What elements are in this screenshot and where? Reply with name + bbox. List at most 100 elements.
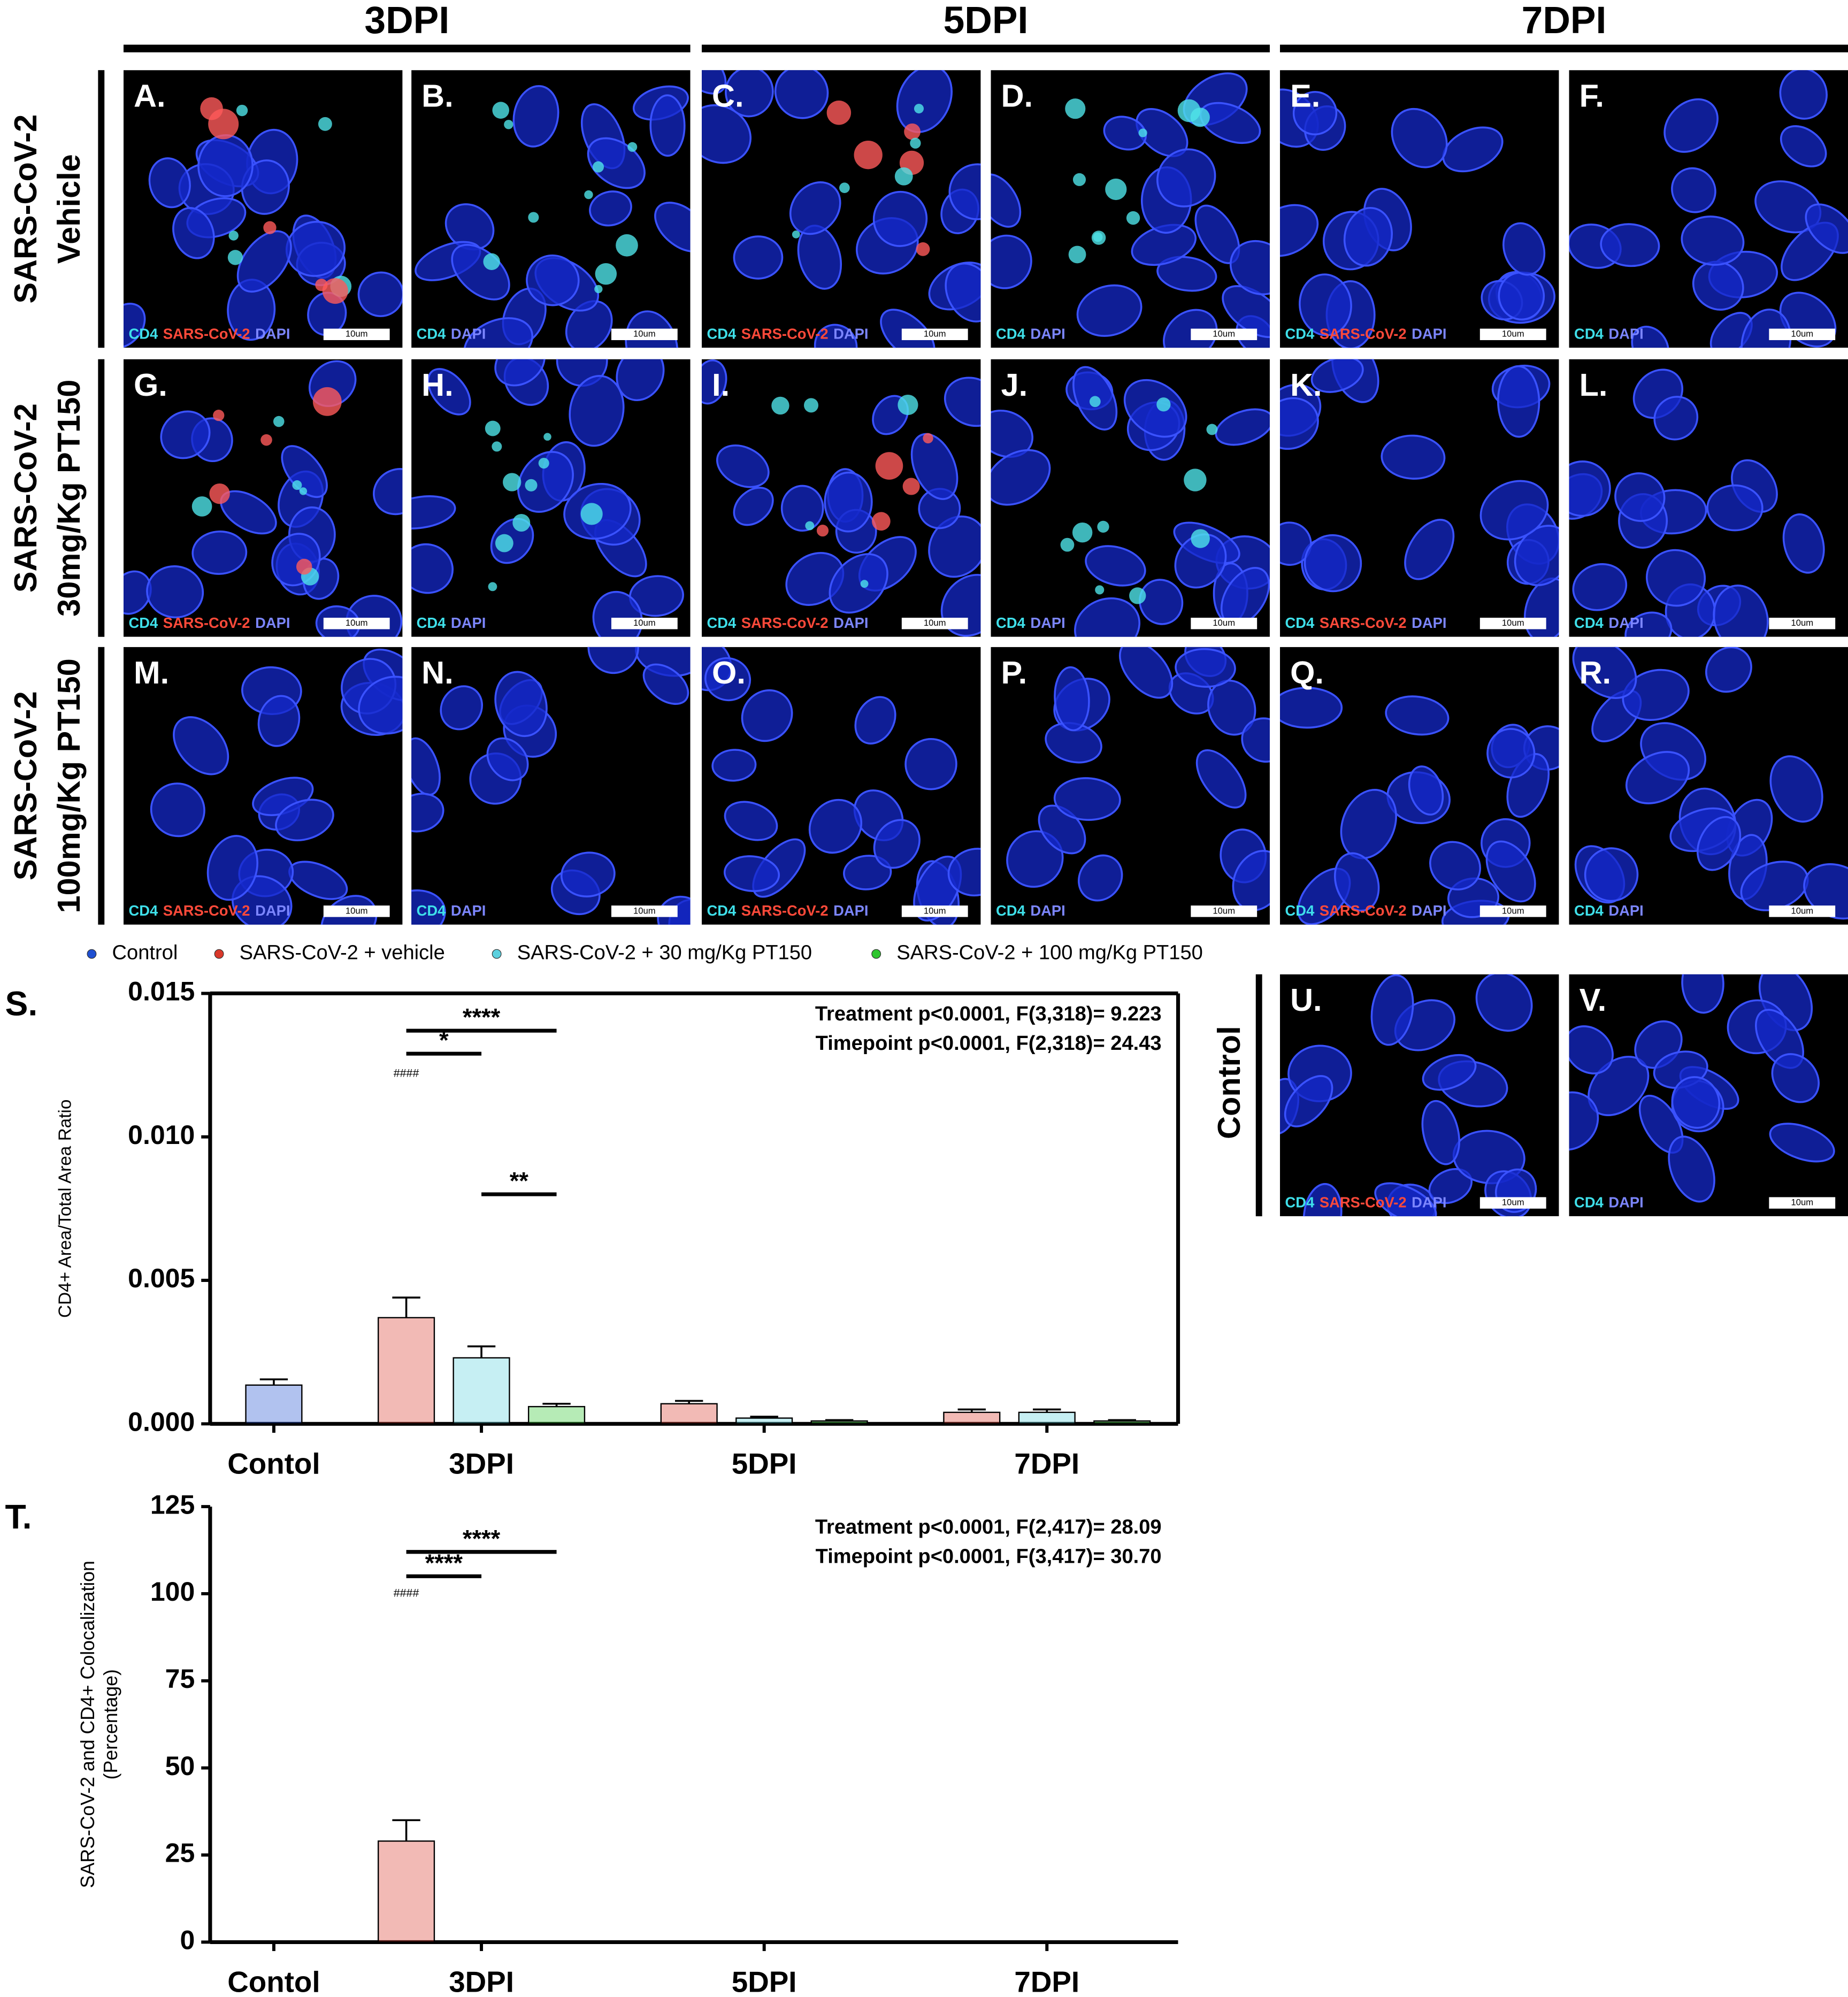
channel-label: CD4 DAPI [996,615,1065,631]
legend-marker [492,949,502,959]
channel-name: SARS-CoV-2 [163,902,250,919]
error-bar [825,1419,854,1422]
channel-name: DAPI [1412,615,1446,631]
channel-name: DAPI [255,615,290,631]
panel-letter: R. [1579,655,1612,690]
panel-letter: J. [1001,367,1028,403]
bar [943,1411,1001,1425]
error-bar [467,1345,496,1358]
micrograph [411,647,691,925]
channel-label: CD4 DAPI [996,326,1065,342]
scale-bar-label: 10um [1502,905,1524,916]
channel-label: CD4 SARS-CoV-2 DAPI [1285,615,1447,631]
channel-label: CD4 SARS-CoV-2 DAPI [128,326,290,342]
error-bar [392,1819,420,1841]
y-tick-label: 75 [165,1664,195,1694]
y-tick-label: 125 [150,1489,195,1519]
row-rule [98,647,105,925]
row-label: SARS-CoV-2 [7,114,43,304]
scale-bar-label: 10um [633,618,656,628]
scale-bar-label: 10um [924,329,946,339]
column-header: 7DPI [1522,0,1607,42]
channel-name: CD4 [417,902,447,919]
scale-bar [1191,328,1257,340]
row-label: SARS-CoV-2 [7,403,43,593]
channel-name: CD4 [707,902,737,919]
scale-bar-label: 10um [1502,1197,1524,1208]
scale-bar [323,905,390,917]
error-bar [1033,1408,1061,1412]
panel-letter: A. [134,78,166,113]
channel-name: CD4 [417,326,447,342]
y-tick-label: 100 [150,1577,195,1607]
channel-name: DAPI [1412,902,1446,919]
legend-label: SARS-CoV-2 + vehicle [240,942,445,964]
scale-bar-label: 10um [924,618,946,628]
channel-name: DAPI [451,326,486,342]
micrograph [1569,647,1848,925]
micrograph [1569,974,1848,1217]
channel-name: DAPI [1608,615,1643,631]
micrograph [701,647,981,925]
error-bar [542,1402,571,1407]
scale-bar [323,328,390,340]
scale-bar [611,618,678,629]
panel-letter: N. [421,655,454,690]
channel-name: CD4 [707,615,737,631]
bar [660,1403,718,1425]
channel-name: DAPI [1412,326,1446,342]
scale-bar [901,905,968,917]
row-label: Vehicle [51,154,87,264]
scale-bar-label: 10um [346,329,368,339]
x-tick-label: 5DPI [732,1447,797,1480]
scale-bar-label: 10um [1791,329,1813,339]
bar [453,1357,510,1425]
channel-name: CD4 [417,615,447,631]
channel-label: CD4 SARS-CoV-2 DAPI [128,902,290,919]
scale-bar [611,328,678,340]
y-axis-label: CD4+ Area/Total Area Ratio [56,1100,75,1318]
y-axis-label: (Percentage) [100,1669,121,1779]
row-rule [98,359,105,637]
y-tick-label: 0 [180,1925,195,1955]
bar [378,1840,435,1943]
scale-bar [323,618,390,629]
panel-letter: G. [134,367,167,403]
y-tick-label: 25 [165,1838,195,1868]
bar [1018,1411,1076,1425]
panel-letter: U. [1290,982,1322,1018]
micrograph [123,70,403,348]
panel-letter: K. [1290,367,1322,403]
y-tick-label: 0.005 [128,1263,195,1293]
legend-marker [871,949,881,959]
y-tick-label: 50 [165,1751,195,1781]
y-axis-label: SARS-CoV-2 and CD4+ Colocalization [77,1561,98,1888]
channel-name: DAPI [451,615,486,631]
panel-letter: M. [134,655,169,690]
scale-bar [1191,905,1257,917]
bar [245,1384,303,1425]
bar [378,1317,435,1425]
row-rule [1255,974,1262,1217]
scale-bar-label: 10um [633,905,656,916]
channel-label: CD4 SARS-CoV-2 DAPI [707,326,869,342]
channel-label: CD4 DAPI [1574,902,1644,919]
channel-label: CD4 SARS-CoV-2 DAPI [707,902,869,919]
channel-name: CD4 [1285,902,1315,919]
panel-letter: D. [1001,78,1033,113]
channel-name: CD4 [128,326,158,342]
channel-name: DAPI [1030,902,1065,919]
channel-name: DAPI [833,326,868,342]
micrograph [701,359,981,637]
error-bar [957,1408,986,1412]
scale-bar [1769,1197,1836,1209]
channel-name: DAPI [1608,1194,1643,1211]
row-label: SARS-CoV-2 [7,691,43,880]
panel-letter: F. [1579,78,1604,113]
channel-name: CD4 [996,326,1026,342]
channel-name: SARS-CoV-2 [741,326,829,342]
scale-bar-label: 10um [1791,1197,1813,1208]
channel-name: DAPI [255,902,290,919]
micrograph [701,70,981,348]
